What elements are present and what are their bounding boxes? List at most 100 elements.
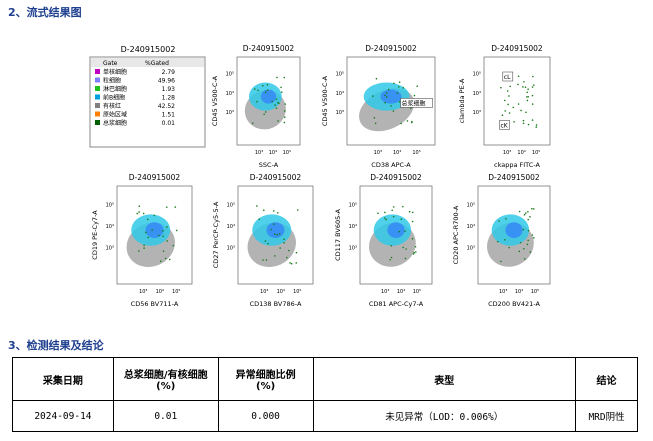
event	[166, 240, 168, 242]
event	[274, 104, 276, 106]
event	[412, 253, 415, 255]
gate-label: cL	[504, 74, 511, 81]
table-cell: 未见异常（LOD：0.006%）	[312, 400, 577, 432]
event	[504, 110, 507, 112]
event	[289, 262, 291, 264]
table-header: 表型	[312, 357, 577, 401]
y-axis-label: clambda PE-A	[458, 78, 466, 123]
table-header: 采集日期	[12, 357, 114, 401]
event	[398, 230, 401, 233]
x-tick-label: 10³	[260, 289, 268, 295]
legend-name: 单核细胞	[103, 68, 127, 76]
plot-frame	[483, 56, 551, 146]
event	[266, 89, 269, 91]
event	[251, 122, 254, 125]
event	[385, 218, 388, 221]
table-header: 结论	[575, 357, 638, 401]
event	[384, 101, 386, 104]
y-tick-label: 10⁵	[349, 203, 357, 209]
event	[517, 103, 520, 105]
header-line: 异常细胞比例	[235, 370, 296, 381]
event	[532, 75, 534, 78]
event	[398, 101, 401, 103]
event	[529, 251, 532, 253]
event	[527, 229, 530, 232]
legend-header: %Gated	[145, 60, 169, 67]
event	[283, 76, 286, 79]
event	[280, 91, 283, 93]
event	[411, 237, 414, 240]
event	[527, 123, 530, 126]
event	[520, 109, 522, 112]
event	[283, 121, 286, 124]
event	[398, 81, 401, 84]
event	[517, 83, 519, 86]
x-axis-label: CD200 BV421-A	[488, 300, 540, 308]
event	[276, 233, 279, 236]
event	[168, 258, 171, 261]
event	[390, 105, 392, 107]
event	[526, 96, 528, 98]
event	[273, 210, 275, 212]
x-tick-label: 10⁵	[531, 289, 539, 295]
event	[165, 206, 168, 208]
event	[143, 247, 145, 249]
event	[390, 256, 393, 259]
event	[283, 238, 285, 241]
plot-title: D-240915002	[491, 44, 543, 53]
gate-label-box	[499, 120, 510, 130]
event	[385, 91, 388, 94]
event	[416, 85, 419, 88]
event	[288, 249, 290, 252]
event	[392, 110, 395, 112]
event	[374, 122, 377, 125]
event	[392, 206, 395, 208]
event	[257, 89, 259, 92]
event	[258, 218, 261, 220]
y-tick-label: 10³	[336, 110, 344, 116]
event	[143, 244, 145, 247]
legend-swatch	[95, 120, 100, 125]
legend-swatch	[95, 94, 100, 100]
event	[411, 220, 414, 223]
population	[505, 222, 523, 238]
y-tick-label: 10⁴	[227, 224, 235, 230]
event	[523, 247, 525, 250]
event	[286, 256, 288, 259]
x-tick-label: 10⁴	[517, 150, 525, 156]
event	[513, 121, 515, 123]
event	[175, 229, 178, 232]
table-cell: 2024-09-14	[12, 400, 114, 432]
event	[276, 76, 278, 79]
event	[174, 206, 177, 208]
y-axis-label: CD45 V500-C-A	[211, 75, 219, 126]
event	[271, 100, 273, 103]
event	[172, 244, 175, 247]
legend-value: 42.52	[158, 103, 175, 110]
event	[384, 217, 386, 219]
event	[531, 234, 534, 236]
event	[500, 86, 502, 89]
event	[535, 126, 538, 128]
event	[290, 262, 293, 265]
event	[524, 212, 527, 214]
scatter	[369, 205, 417, 267]
event	[526, 243, 529, 246]
x-tick-label: 10³	[503, 150, 511, 156]
event	[508, 112, 511, 114]
plot-title: D-240915002	[370, 173, 422, 182]
results-table: 采集日期 总浆细胞/有核细胞 (%) 异常细胞比例 (%) 表型 结论 2024-09-14…	[12, 357, 638, 432]
y-tick-label: 10⁵	[467, 203, 475, 209]
y-tick-label: 10⁵	[227, 203, 235, 209]
event	[264, 240, 267, 242]
event	[166, 226, 168, 228]
event	[503, 99, 506, 102]
event	[144, 231, 147, 234]
event	[509, 85, 511, 88]
legend-box	[89, 56, 206, 148]
scatter	[487, 207, 535, 267]
event	[390, 244, 393, 247]
event	[391, 209, 393, 212]
event	[153, 214, 155, 217]
event	[393, 82, 395, 85]
